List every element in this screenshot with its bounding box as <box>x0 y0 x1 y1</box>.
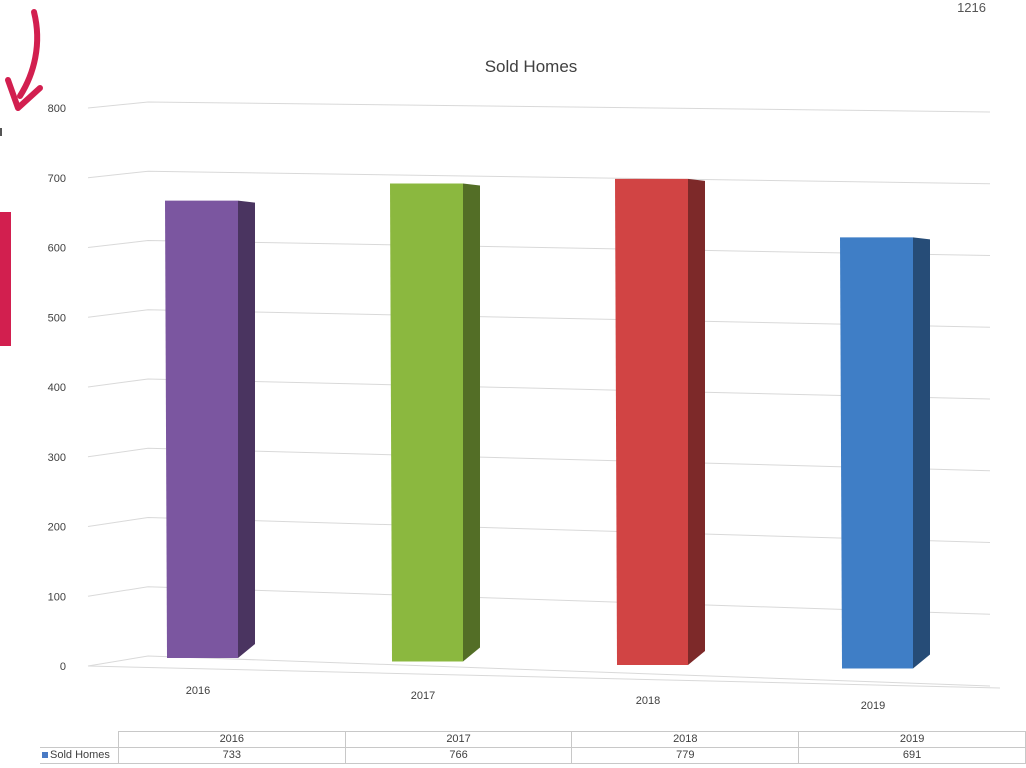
x-tick-label: 2019 <box>861 700 885 712</box>
y-tick-label: 700 <box>48 173 66 185</box>
arrow-down-icon <box>5 9 43 111</box>
bar-side <box>688 178 705 666</box>
bars <box>165 178 930 669</box>
bar-side <box>463 183 480 662</box>
page-edge-mark <box>0 128 2 136</box>
y-axis-ticks: 0 100 200 300 400 500 600 700 800 <box>48 103 66 673</box>
x-tick-label: 2018 <box>636 695 660 707</box>
gridline <box>87 309 991 328</box>
data-table-header: 2017 <box>344 731 573 748</box>
x-tick-label: 2017 <box>411 690 435 702</box>
gridline <box>87 378 991 400</box>
gridline <box>87 170 991 185</box>
bar-side <box>913 237 930 669</box>
bar-front <box>390 183 463 662</box>
bar-chart: Sold Homes 0 100 200 300 400 500 600 700 800 201… <box>48 57 1001 712</box>
chart-title: Sold Homes <box>485 57 578 76</box>
y-tick-label: 500 <box>48 312 66 324</box>
gridline <box>87 239 991 256</box>
y-tick-label: 800 <box>48 103 66 115</box>
data-table-header: 2018 <box>571 731 800 748</box>
data-table-row: Sold Homes 733 766 779 691 <box>40 747 1026 764</box>
data-table-cell: 766 <box>344 747 573 764</box>
bar-front <box>165 200 238 658</box>
gridline <box>87 516 991 543</box>
data-table-cell: 779 <box>571 747 800 764</box>
data-table-header: 2016 <box>117 731 346 748</box>
y-tick-label: 100 <box>48 591 66 603</box>
data-table-cell: 691 <box>798 747 1026 764</box>
y-tick-label: 400 <box>48 382 66 394</box>
data-table: 2016 2017 2018 2019 Sold Homes 733 766 7… <box>40 731 1026 764</box>
gridlines <box>87 101 1001 689</box>
bar-side <box>238 200 255 658</box>
data-table-cell: 733 <box>117 747 346 764</box>
x-tick-label: 2016 <box>186 685 210 697</box>
gridline <box>87 101 991 113</box>
gridline <box>87 586 991 615</box>
data-table-header: 2019 <box>798 731 1026 748</box>
gridline <box>87 655 991 687</box>
bar-front <box>840 237 913 669</box>
data-table-header-row: 2016 2017 2018 2019 <box>40 731 1026 748</box>
y-tick-label: 600 <box>48 243 66 255</box>
legend-key-icon <box>42 752 48 759</box>
accent-bar <box>0 212 11 346</box>
y-tick-label: 200 <box>48 522 66 534</box>
y-tick-label: 0 <box>60 661 66 673</box>
data-table-corner <box>40 731 119 748</box>
bar-front <box>615 178 688 666</box>
page-number: 1216 <box>957 0 986 15</box>
y-tick-label: 300 <box>48 452 66 464</box>
data-table-series-label: Sold Homes <box>40 747 119 764</box>
x-axis-ticks: 2016 2017 2018 2019 <box>186 685 885 712</box>
series-name: Sold Homes <box>50 749 110 761</box>
gridline <box>87 447 991 472</box>
floor-edge <box>87 665 1001 689</box>
